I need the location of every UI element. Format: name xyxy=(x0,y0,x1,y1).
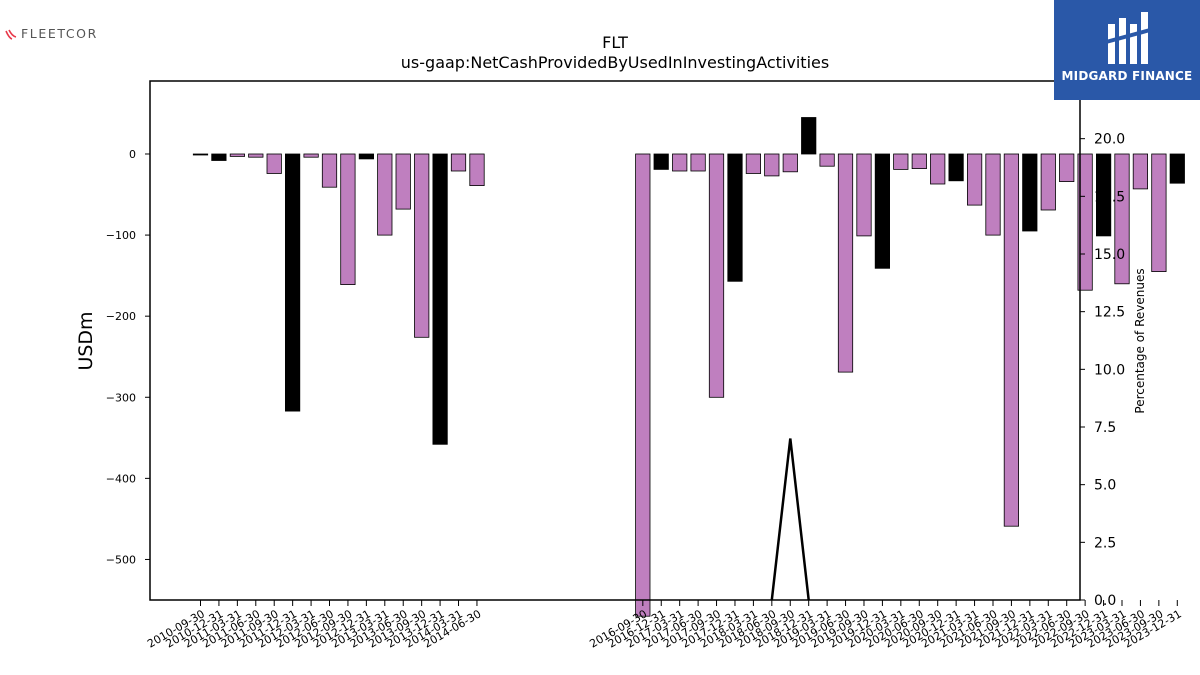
bar-2020-12-31 xyxy=(948,153,964,182)
bar-2021-12-31 xyxy=(1022,153,1038,232)
bar-2011-03-31 xyxy=(229,153,245,157)
bar-2013-03-31 xyxy=(377,153,393,236)
bar-2014-06-30 xyxy=(469,153,485,187)
y2-axis-ticks: 0.0 2.5 5.0 7.5 10.0 12.5 15.0 17.5 20.0 xyxy=(1080,132,1125,609)
bar-2012-12-31 xyxy=(358,153,375,160)
y2-tick-label: 20.0 xyxy=(1094,132,1125,148)
bar-2023-06-30 xyxy=(1132,153,1148,190)
bar-2020-06-30 xyxy=(911,153,927,170)
midgard-finance-badge: MIDGARD FINANCE xyxy=(1054,0,1200,100)
bar-2023-03-31 xyxy=(1114,153,1130,285)
bar-2011-12-31 xyxy=(284,153,301,412)
plot-frame xyxy=(149,80,1081,601)
bars-layer xyxy=(192,117,1185,617)
midgard-logo-text: MIDGARD FINANCE xyxy=(1061,69,1193,83)
bar-2017-12-31 xyxy=(727,153,743,282)
y-axis-ticks: 0 −100 −200 −300 −400 −500 xyxy=(106,148,150,566)
bar-2019-09-30 xyxy=(856,153,872,237)
bar-2014-03-31 xyxy=(450,153,467,172)
percent-line-layer xyxy=(770,438,810,601)
bar-2019-03-31 xyxy=(819,153,835,167)
fleetcor-swoosh-icon xyxy=(5,29,17,40)
bar-2013-06-30 xyxy=(395,153,411,210)
bar-2019-06-30 xyxy=(837,153,854,373)
y-tick-label: −100 xyxy=(106,229,136,242)
y-tick-label: −200 xyxy=(106,310,136,323)
bar-2020-03-31 xyxy=(893,153,909,170)
bar-2011-09-30 xyxy=(266,153,282,174)
x-axis-ticks: 2010-09-302010-12-312011-03-312011-06-30… xyxy=(145,600,1184,651)
bar-2021-06-30 xyxy=(985,153,1001,236)
bar-2023-09-30 xyxy=(1151,153,1167,272)
bar-2011-06-30 xyxy=(248,153,264,158)
bar-2021-09-30 xyxy=(1003,153,1020,527)
bar-2019-12-31 xyxy=(874,153,891,269)
chart-title: FLT xyxy=(602,33,628,52)
fleetcor-logo: FLEETCOR xyxy=(5,26,98,41)
bar-2020-09-30 xyxy=(930,153,946,185)
bar-2012-03-31 xyxy=(303,153,319,158)
bar-2022-03-31 xyxy=(1040,153,1056,211)
bar-2018-03-31 xyxy=(745,153,762,174)
bar-2010-12-31 xyxy=(211,153,227,161)
y2-tick-label: 12.5 xyxy=(1094,305,1125,321)
y2-tick-label: 0.0 xyxy=(1094,593,1116,609)
bar-2013-12-31 xyxy=(432,153,448,445)
chart-subtitle: us-gaap:NetCashProvidedByUsedInInvesting… xyxy=(401,53,829,72)
bar-2017-03-31 xyxy=(672,153,688,172)
bar-2022-12-31 xyxy=(1096,153,1112,237)
bar-2018-06-30 xyxy=(764,153,780,177)
bar-2016-12-31 xyxy=(653,153,669,170)
y-tick-label: −500 xyxy=(106,553,136,566)
bar-2010-09-30 xyxy=(192,153,209,156)
y2-tick-label: 10.0 xyxy=(1094,362,1125,378)
bar-2022-09-30 xyxy=(1077,153,1093,291)
y2-tick-label: 15.0 xyxy=(1094,247,1125,263)
y-axis-label: USDm xyxy=(75,311,97,370)
y2-tick-label: 5.0 xyxy=(1094,478,1116,494)
y-tick-label: −400 xyxy=(106,472,136,485)
y-tick-label: 0 xyxy=(129,148,136,161)
y-tick-label: −300 xyxy=(106,391,136,404)
bar-2018-12-31 xyxy=(801,117,817,155)
bar-2017-06-30 xyxy=(690,153,706,172)
percent-of-revenues-line xyxy=(770,438,810,601)
bar-2013-09-30 xyxy=(414,153,430,338)
y2-tick-label: 7.5 xyxy=(1094,420,1116,436)
midgard-logo-icon xyxy=(1105,12,1151,64)
bar-2021-03-31 xyxy=(967,153,983,206)
bar-2016-09-30 xyxy=(635,153,651,617)
bar-2012-06-30 xyxy=(321,153,338,188)
bar-2012-09-30 xyxy=(340,153,356,286)
bar-2023-12-31 xyxy=(1169,153,1185,184)
y2-tick-label: 2.5 xyxy=(1094,535,1116,551)
bar-2018-09-30 xyxy=(782,153,798,173)
bar-2022-06-30 xyxy=(1059,153,1075,183)
y2-tick-label: 17.5 xyxy=(1094,189,1125,205)
fleetcor-logo-text: FLEETCOR xyxy=(21,26,98,41)
bar-2017-09-30 xyxy=(708,153,725,398)
y2-axis-label: Percentage of Revenues xyxy=(1133,268,1147,413)
